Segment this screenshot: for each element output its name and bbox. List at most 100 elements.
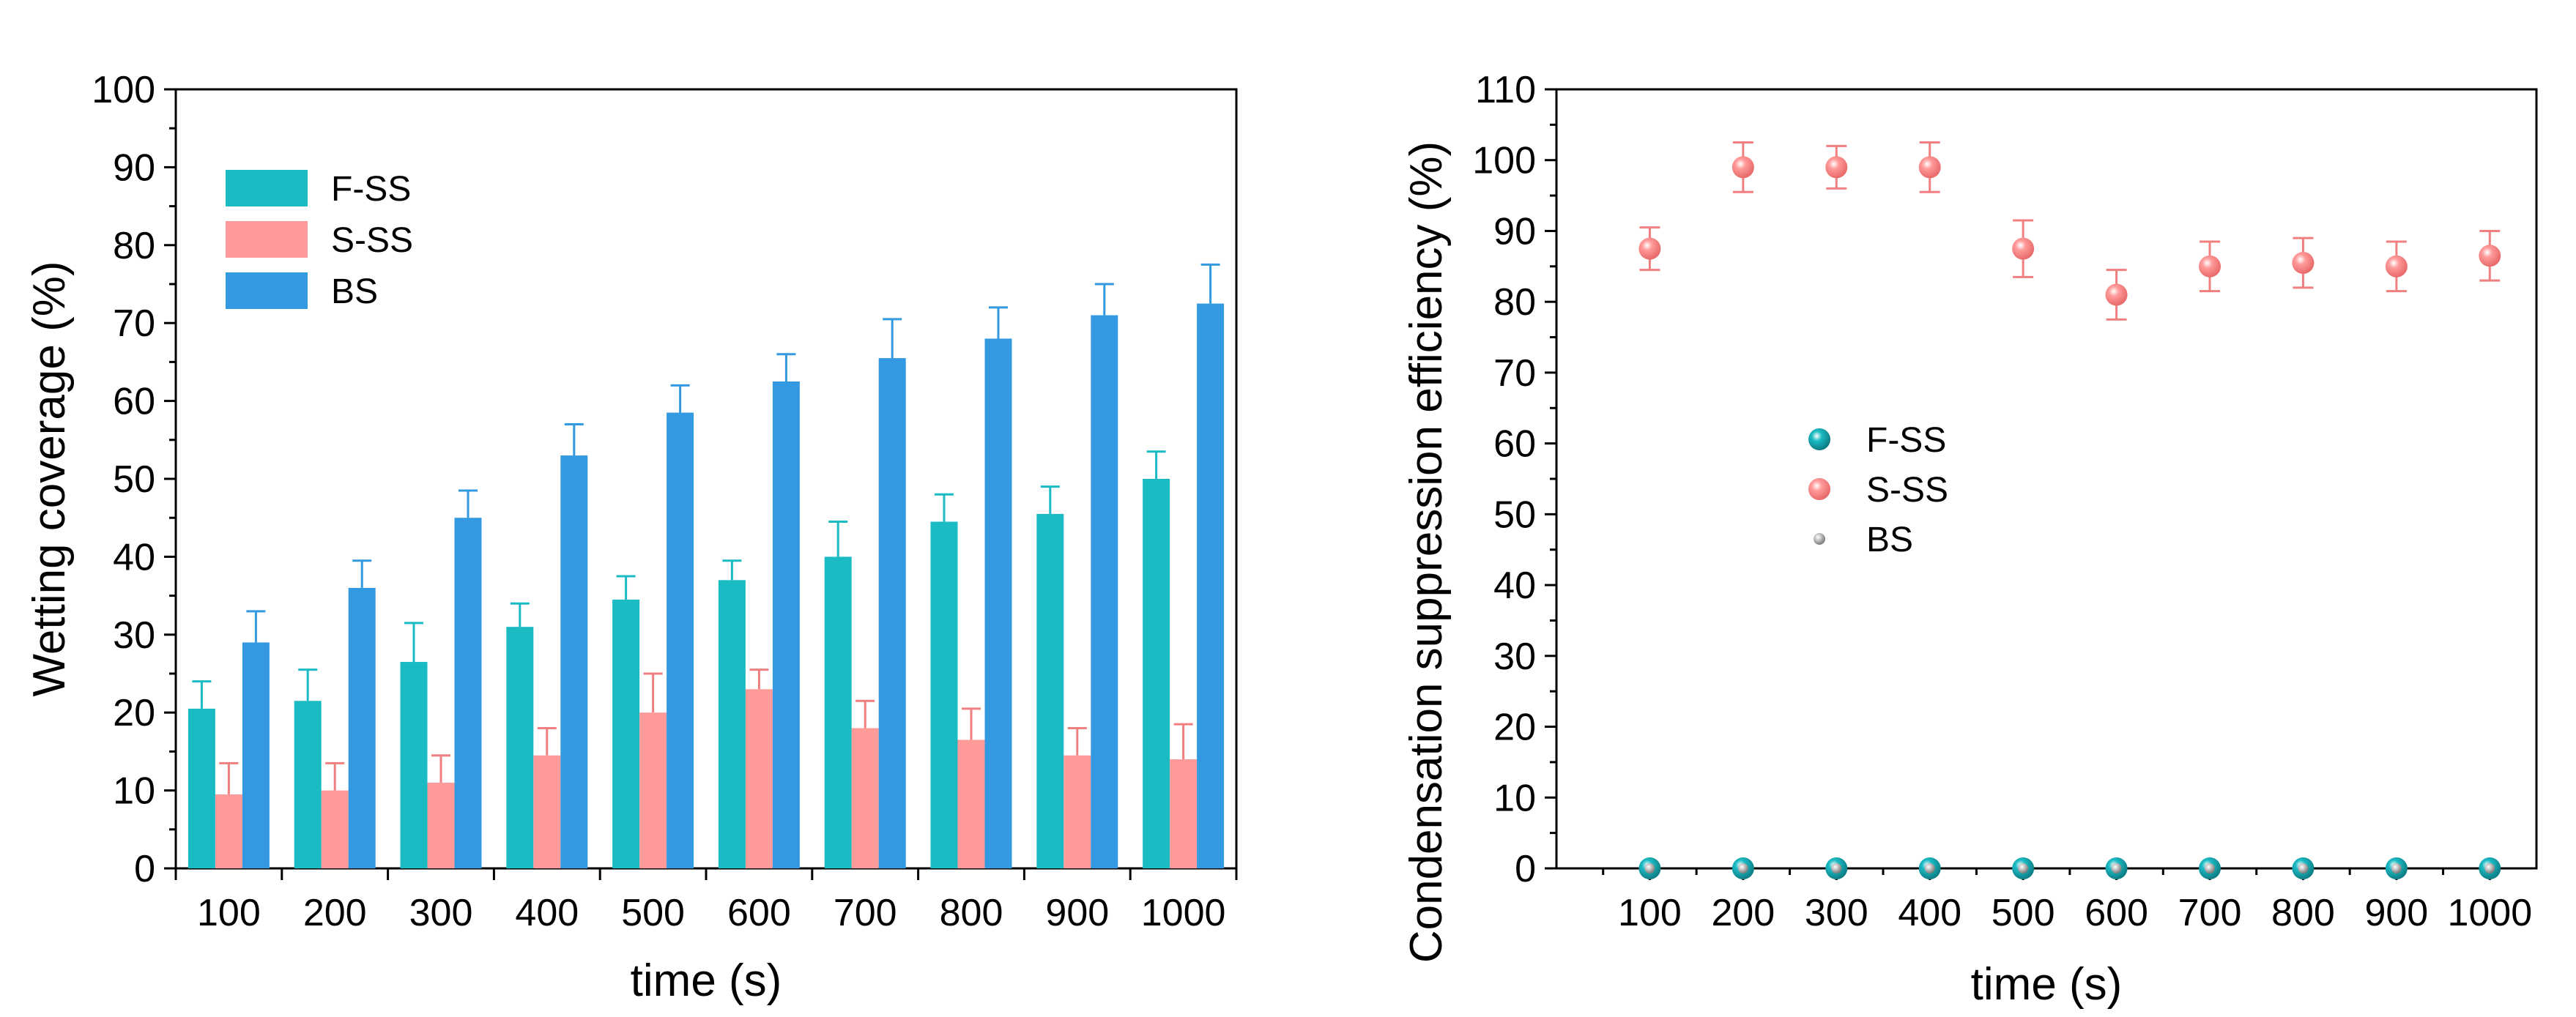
y-tick-label: 60 [113, 381, 155, 423]
bar-s-ss [957, 740, 985, 868]
bar-s-ss [745, 689, 773, 868]
legend-label: S-SS [1866, 471, 1948, 510]
bar-f-ss [612, 599, 640, 868]
y-axis-title: Condensation suppression efficiency (%) [1401, 141, 1452, 963]
y-tick-label: 80 [113, 225, 155, 267]
point-bs [1644, 863, 1655, 873]
x-tick-label: 1000 [2447, 892, 2532, 934]
x-tick-label: 700 [834, 892, 897, 934]
point-bs [2111, 863, 2122, 873]
x-tick-label: 300 [409, 892, 473, 934]
bar-f-ss [400, 662, 428, 868]
y-tick-label: 50 [113, 458, 155, 501]
y-tick-label: 30 [1493, 636, 1536, 678]
x-tick-label: 900 [1045, 892, 1109, 934]
point-bs [1831, 863, 1842, 873]
point-bs [2298, 863, 2309, 873]
y-tick-label: 100 [1472, 140, 1536, 182]
y-tick-label: 0 [134, 848, 155, 890]
point-s-ss [2012, 237, 2035, 260]
bar-f-ss [294, 701, 322, 868]
point-bs [2391, 863, 2402, 873]
x-tick-label: 300 [1805, 892, 1868, 934]
x-tick-label: 800 [2271, 892, 2335, 934]
legend-label: F-SS [331, 170, 411, 209]
legend-swatch [226, 170, 308, 206]
x-tick-label: 100 [1618, 892, 1682, 934]
x-tick-label: 800 [940, 892, 1003, 934]
legend-swatch [226, 272, 308, 309]
bar-bs [878, 358, 906, 869]
bar-bs [1197, 303, 1225, 869]
scatter-chart-frame [1555, 88, 2538, 870]
point-bs [2205, 863, 2215, 873]
legend-label: BS [1866, 521, 1913, 559]
point-bs [2018, 863, 2029, 873]
point-s-ss [2105, 283, 2128, 306]
point-bs [1924, 863, 1935, 873]
bar-s-ss [533, 755, 561, 868]
bar-s-ss [1064, 755, 1091, 868]
bar-s-ss [639, 712, 667, 868]
x-tick-label: 400 [515, 892, 579, 934]
y-tick-label: 110 [1475, 69, 1536, 111]
y-tick-label: 30 [113, 614, 155, 657]
y-tick-label: 90 [1493, 210, 1536, 253]
bar-bs [667, 412, 694, 868]
y-tick-label: 100 [92, 69, 155, 111]
y-tick-label: 20 [113, 692, 155, 734]
bar-s-ss [1170, 759, 1198, 868]
x-tick-label: 700 [2178, 892, 2242, 934]
x-tick-label: 900 [2364, 892, 2428, 934]
bar-bs [454, 518, 482, 868]
bar-f-ss [824, 556, 852, 868]
point-s-ss [1638, 237, 1661, 260]
point-bs [1737, 863, 1748, 873]
bar-bs [772, 381, 800, 868]
y-tick-label: 0 [1515, 848, 1536, 890]
y-tick-label: 70 [1493, 352, 1536, 395]
legend-swatch [226, 221, 308, 258]
y-tick-label: 40 [1493, 565, 1536, 607]
y-tick-label: 40 [113, 536, 155, 578]
x-tick-label: 500 [1992, 892, 2055, 934]
bar-bs [1091, 315, 1118, 868]
x-tick-label: 200 [1711, 892, 1775, 934]
y-tick-label: 60 [1493, 423, 1536, 466]
legend-marker [1808, 428, 1830, 450]
legend-marker [1808, 478, 1830, 500]
point-s-ss [1731, 156, 1754, 179]
point-s-ss [1918, 156, 1941, 179]
bar-s-ss [851, 728, 879, 868]
bar-f-ss [188, 708, 215, 868]
point-s-ss [2479, 245, 2501, 267]
x-tick-label: 600 [727, 892, 791, 934]
bar-bs [984, 338, 1012, 869]
legend-label: BS [331, 272, 378, 311]
y-tick-label: 80 [1493, 281, 1536, 324]
y-tick-label: 10 [1493, 777, 1536, 819]
point-s-ss [1825, 156, 1848, 179]
bar-s-ss [321, 790, 349, 868]
bar-f-ss [1143, 479, 1170, 868]
point-s-ss [2199, 255, 2221, 277]
x-tick-label: 400 [1898, 892, 1961, 934]
bar-f-ss [930, 521, 958, 868]
y-tick-label: 50 [1493, 493, 1536, 536]
x-tick-label: 200 [303, 892, 367, 934]
x-tick-label: 100 [197, 892, 261, 934]
point-s-ss [2292, 251, 2315, 274]
point-s-ss [2385, 255, 2408, 277]
x-tick-label: 600 [2085, 892, 2148, 934]
x-axis-title: time (s) [631, 955, 782, 1006]
bar-f-ss [506, 627, 534, 868]
y-tick-label: 20 [1493, 707, 1536, 749]
bar-s-ss [215, 794, 242, 868]
bar-bs [348, 587, 376, 868]
x-tick-label: 1000 [1141, 892, 1226, 934]
y-tick-label: 90 [113, 146, 155, 189]
bar-bs [560, 455, 588, 868]
x-axis-title: time (s) [1971, 959, 2123, 1010]
legend-marker [1814, 533, 1825, 545]
